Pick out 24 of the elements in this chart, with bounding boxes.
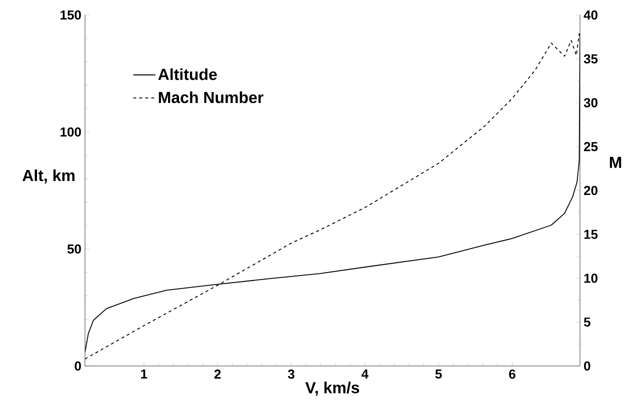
- x-tick-label: 5: [435, 370, 442, 379]
- y2-tick-label: 25: [584, 142, 598, 152]
- y2-tick-label: 30: [584, 98, 598, 108]
- y2-tick-label: 5: [584, 318, 590, 327]
- x-tick-label: 1: [141, 370, 148, 378]
- y2-tick-label: 40: [584, 10, 598, 20]
- x-tick-label: 4: [361, 370, 368, 378]
- legend-label: Altitude: [158, 68, 217, 80]
- y-tick-label: 100: [60, 127, 81, 137]
- x-tick-label: 2: [214, 370, 221, 379]
- y2-tick-label: 15: [584, 230, 598, 239]
- legend-label: Mach Number: [158, 91, 264, 104]
- y2-axis-title: M: [610, 156, 622, 168]
- y-tick-label: 50: [67, 244, 81, 254]
- y2-tick-label: 10: [584, 274, 598, 283]
- y-axis-title: Alt, km: [22, 169, 74, 184]
- y2-tick-label: 35: [584, 54, 598, 64]
- x-tick-label: 3: [288, 370, 294, 379]
- y-tick-label: 0: [74, 361, 81, 371]
- x-axis-title: V, km/s: [305, 382, 360, 396]
- y-tick-label: 150: [60, 10, 81, 20]
- y2-tick-label: 20: [584, 186, 598, 196]
- x-tick-label: 6: [509, 370, 516, 379]
- y2-tick-label: 0: [584, 361, 590, 371]
